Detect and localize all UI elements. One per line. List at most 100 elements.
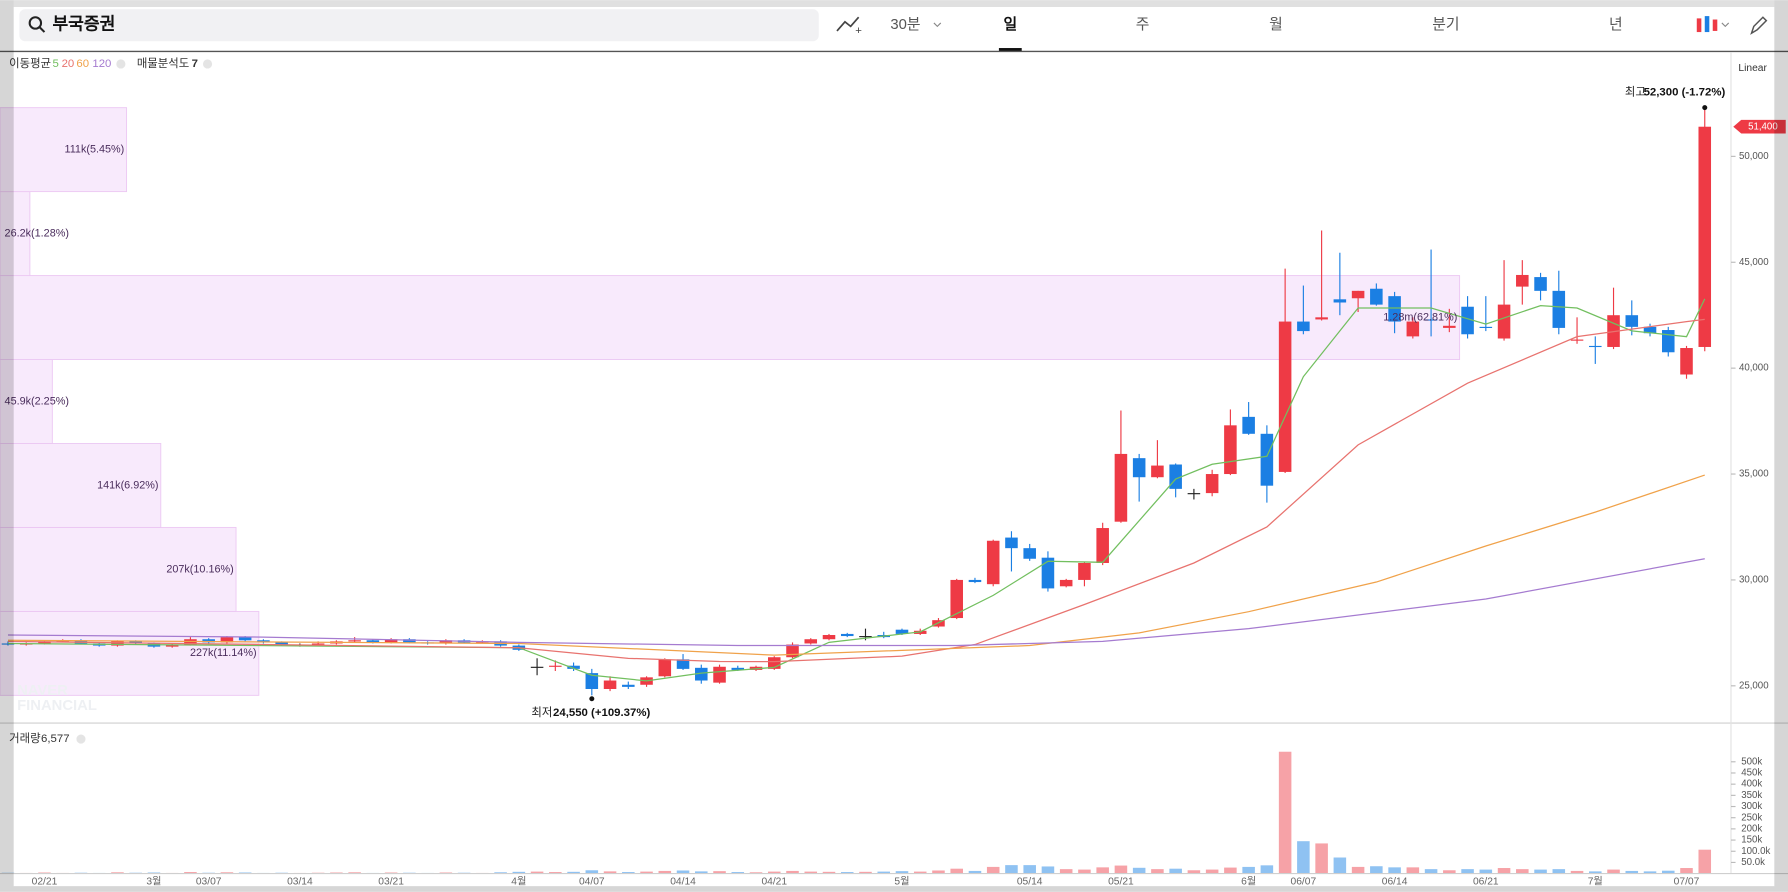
volume-bar xyxy=(622,872,635,874)
chart-type-icon[interactable] xyxy=(1704,16,1710,33)
low-marker-label: 최저 xyxy=(531,706,552,719)
candle-body xyxy=(786,644,799,658)
candle-body xyxy=(1333,299,1347,303)
indicator-icon: + xyxy=(855,25,862,37)
volume-bar xyxy=(1661,870,1675,874)
volume-bar xyxy=(1424,869,1438,874)
ma-line xyxy=(7,298,1706,682)
candle-body xyxy=(1661,330,1675,353)
candle-body xyxy=(366,640,380,643)
candle-body xyxy=(530,666,544,668)
scale-label[interactable]: Linear xyxy=(1738,63,1767,74)
volume-bar xyxy=(512,871,526,874)
profile-bar xyxy=(0,359,53,444)
candle-body xyxy=(1698,126,1712,347)
candle-body xyxy=(895,629,909,634)
candle-body xyxy=(731,667,745,670)
tab[interactable]: 일 xyxy=(1003,16,1017,33)
volume-bar xyxy=(1570,870,1584,874)
tab[interactable]: 월 xyxy=(1269,16,1283,33)
profile-bar xyxy=(0,107,128,193)
search-box[interactable] xyxy=(19,9,819,42)
candle-body xyxy=(1370,288,1383,305)
volume-bar xyxy=(676,870,690,874)
edit-icon[interactable] xyxy=(1750,16,1768,35)
candle-body xyxy=(585,673,599,689)
x-tick-label: 04/14 xyxy=(670,876,696,887)
volume-bar xyxy=(1187,870,1201,874)
volume-bar xyxy=(1589,871,1602,874)
volume-bar xyxy=(1096,867,1109,874)
profile-label: 1.28m(62.81%) xyxy=(1383,311,1457,323)
candle-body xyxy=(1187,493,1201,495)
interval-select[interactable]: 30분 xyxy=(890,17,920,33)
volume-bar xyxy=(767,871,781,874)
volume-bar xyxy=(968,870,982,874)
watermark: FINANCIAL xyxy=(17,698,97,714)
chart-type-icon[interactable] xyxy=(1696,18,1702,33)
ma-line xyxy=(7,474,1705,656)
high-marker-label: 최고 xyxy=(1625,86,1646,99)
x-tick-label: 7월 xyxy=(1588,875,1603,887)
x-tick-label: 5월 xyxy=(894,875,909,887)
chart-layer xyxy=(0,107,1712,874)
candle-body xyxy=(1552,290,1566,328)
profile-label: 227k(11.14%) xyxy=(190,647,257,659)
legend-entry: 5 xyxy=(52,58,58,70)
candle-body xyxy=(1041,557,1055,589)
candle-body xyxy=(165,644,179,647)
candle-body xyxy=(348,640,361,642)
frame xyxy=(1774,0,1788,892)
candle-body xyxy=(986,540,1000,585)
volume-bar xyxy=(749,872,763,874)
volume-bar xyxy=(1278,751,1292,874)
frame xyxy=(13,886,1775,892)
legend-entry: 60 xyxy=(76,58,89,70)
volume-bar xyxy=(658,870,672,874)
x-tick-label: 03/07 xyxy=(196,876,222,887)
search-text[interactable]: 부국증권 xyxy=(52,15,115,34)
frame xyxy=(13,0,1775,7)
volume-bar xyxy=(1023,865,1036,874)
candle-body xyxy=(1643,326,1657,334)
volume-bar xyxy=(713,871,726,874)
volume-bar xyxy=(494,872,507,874)
candle-body xyxy=(1005,537,1018,549)
volume-bar xyxy=(1552,869,1566,874)
volume-tick-label: 150k xyxy=(1741,835,1762,846)
tab[interactable]: 년 xyxy=(1609,16,1623,33)
volume-bar xyxy=(1643,871,1657,874)
candle-body xyxy=(1479,326,1493,328)
volume-bar xyxy=(111,872,124,874)
profile-bar xyxy=(0,610,260,696)
volume-bar xyxy=(877,871,891,874)
candle-body xyxy=(1132,458,1146,478)
volume-bar xyxy=(1078,869,1091,874)
chart-type-icon[interactable] xyxy=(1712,19,1718,31)
volume-bar xyxy=(1497,868,1511,874)
high-marker-text: 52,300 (-1.72%) xyxy=(1644,87,1726,99)
volume-bar xyxy=(220,872,234,874)
candle-body xyxy=(1078,562,1091,580)
volume-bar xyxy=(895,871,909,874)
volume-tick-label: 200k xyxy=(1741,823,1762,834)
close-button[interactable] xyxy=(116,59,126,69)
profile-label: 111k(5.45%) xyxy=(64,143,124,155)
search-icon xyxy=(39,26,46,33)
x-tick-label: 05/14 xyxy=(1017,876,1043,887)
candle-body xyxy=(275,642,288,645)
overlay: 227k(11.14%) 207k(10.16%) 141k(6.92%) 45.9k… xyxy=(5,86,1786,719)
candle-body xyxy=(1114,453,1128,522)
indicator-icon[interactable] xyxy=(836,16,860,32)
volume-bar xyxy=(1333,857,1347,874)
volume-bar xyxy=(1260,865,1274,874)
tab[interactable]: 분기 xyxy=(1432,16,1459,33)
legend-entry: 20 xyxy=(62,58,75,70)
close-button[interactable] xyxy=(202,59,213,69)
volume-bar xyxy=(1370,866,1383,874)
volume-tick-label: 100.0k xyxy=(1741,846,1770,857)
tab[interactable]: 주 xyxy=(1136,17,1150,33)
close-button[interactable] xyxy=(76,734,86,744)
